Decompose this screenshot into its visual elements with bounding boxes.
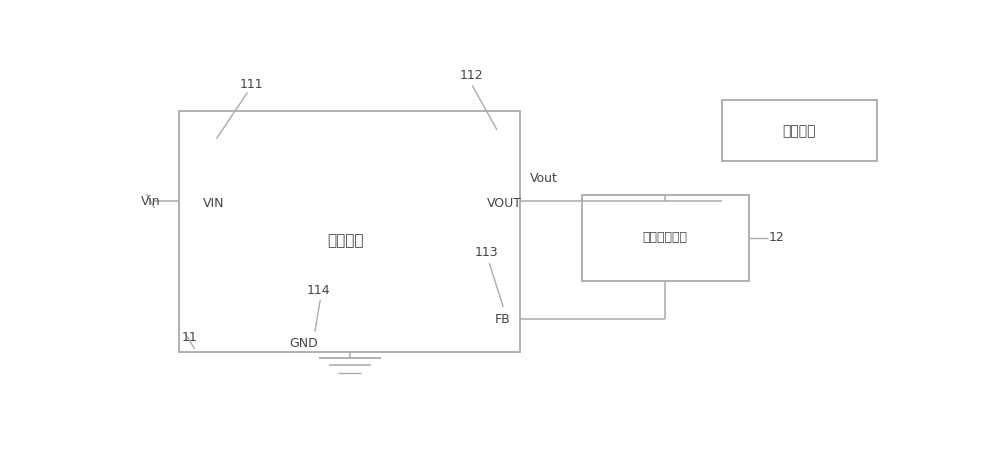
Text: 电源芯见: 电源芯见 (328, 233, 364, 248)
Bar (179, 111, 520, 352)
Text: 11: 11 (182, 331, 197, 344)
Text: VOUT: VOUT (487, 197, 522, 210)
Text: Vout: Vout (530, 172, 557, 186)
Text: Vin: Vin (140, 195, 160, 207)
Text: VIN: VIN (203, 197, 225, 210)
Text: 111: 111 (240, 78, 263, 91)
Text: 12: 12 (768, 231, 784, 244)
Text: 112: 112 (460, 69, 483, 82)
Bar (722, 100, 877, 162)
Text: 114: 114 (307, 283, 331, 297)
Text: 受电设备: 受电设备 (782, 124, 816, 138)
Text: 113: 113 (475, 246, 499, 259)
Text: 反馈控制电路: 反馈控制电路 (643, 231, 688, 244)
Text: FB: FB (495, 313, 510, 326)
Text: GND: GND (289, 337, 318, 350)
Bar (582, 195, 749, 281)
